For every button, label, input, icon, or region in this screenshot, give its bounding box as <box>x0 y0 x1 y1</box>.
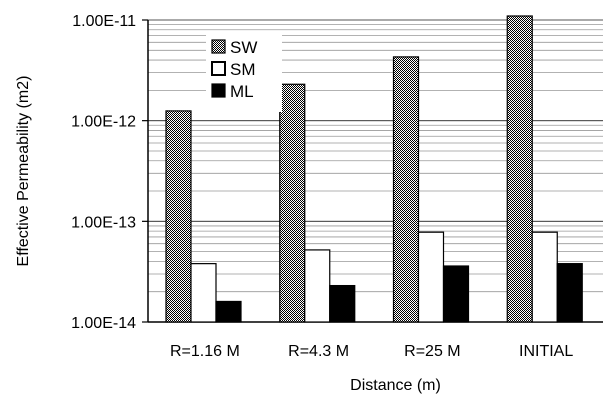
y-tick-label: 1.00E-13 <box>71 214 136 231</box>
x-tick-labels: R=1.16 M R=4.3 M R=25 M INITIAL <box>170 343 573 360</box>
y-axis-title: Effective Permeability (m2) <box>15 76 32 267</box>
bar-ml-3 <box>556 263 583 323</box>
y-tick-labels: 1.00E-11 1.00E-12 1.00E-13 1.00E-14 <box>71 13 148 332</box>
bar-sw-1 <box>279 83 306 323</box>
x-tick-label: R=25 M <box>404 343 460 360</box>
legend-swatch-ml <box>211 83 226 98</box>
bar-sw-2 <box>392 56 420 323</box>
bars <box>165 15 583 323</box>
bar-ml-0 <box>215 300 242 323</box>
y-tick-label: 1.00E-11 <box>72 13 136 30</box>
bar-sm-1 <box>304 249 331 323</box>
bar-sm-2 <box>417 231 445 323</box>
legend-label-sm: SM <box>230 60 256 79</box>
bar-sw-0 <box>165 110 192 323</box>
y-tick-label: 1.00E-12 <box>71 114 136 131</box>
y-tick-label: 1.00E-14 <box>71 315 136 332</box>
x-tick-label: R=4.3 M <box>288 343 349 360</box>
bar-ml-1 <box>329 284 356 323</box>
legend-label-ml: ML <box>230 82 254 101</box>
bar-sm-3 <box>531 231 558 323</box>
legend: SW SM ML <box>206 34 282 112</box>
bar-sm-0 <box>190 263 217 323</box>
legend-swatch-sm <box>211 61 226 76</box>
legend-label-sw: SW <box>230 38 257 57</box>
bar-sw-3 <box>506 15 533 323</box>
x-tick-label: R=1.16 M <box>170 343 240 360</box>
x-axis-title: Distance (m) <box>350 377 441 394</box>
x-tick-label: INITIAL <box>519 343 573 360</box>
legend-swatch-sw <box>211 39 226 54</box>
bar-ml-2 <box>442 265 470 323</box>
